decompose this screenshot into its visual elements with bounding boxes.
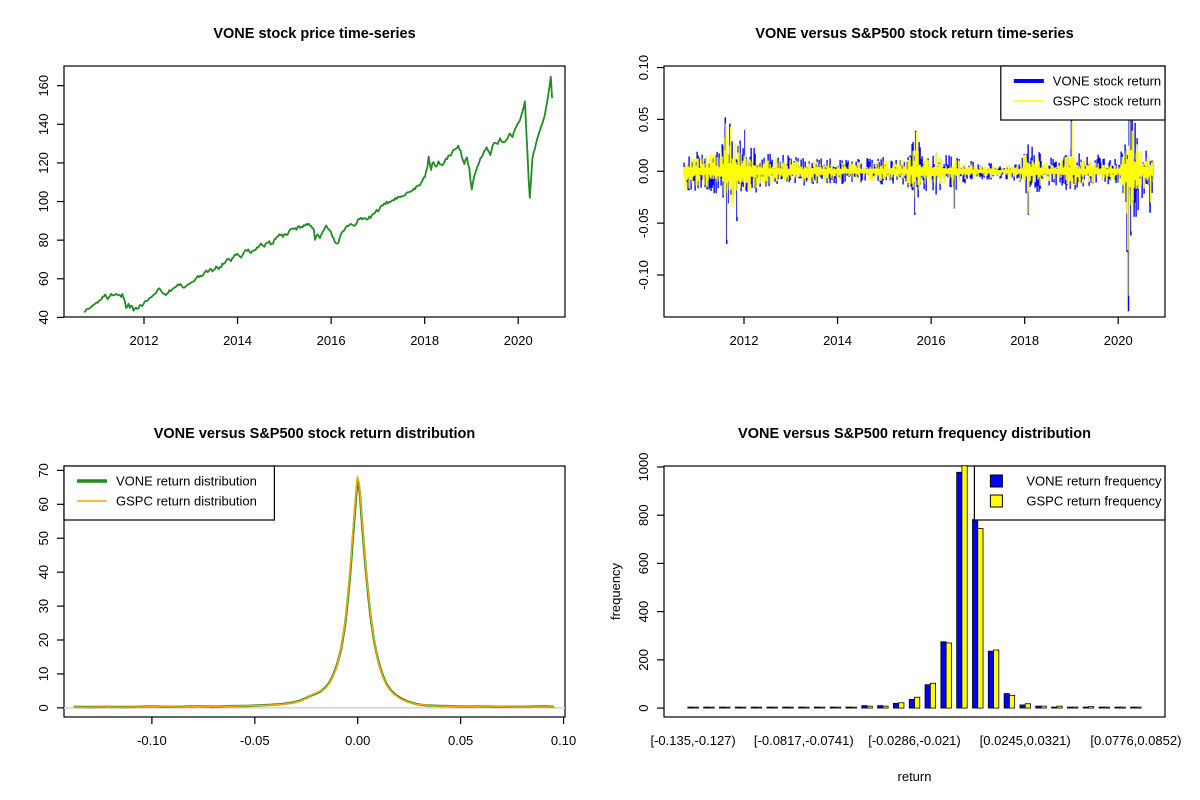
y-tick-label: 100: [36, 191, 51, 213]
chart-title-frequency: VONE versus S&P500 return frequency dist…: [738, 426, 1091, 442]
y-tick-label: 60: [36, 272, 51, 286]
y-tick-label: 160: [36, 75, 51, 97]
series-vone-price: [83, 75, 553, 313]
y-tick-label: 140: [36, 113, 51, 135]
x-tick-label: 2016: [317, 333, 346, 348]
y-tick-label: 40: [36, 310, 51, 324]
chart-title-price: VONE stock price time-series: [213, 26, 416, 42]
x-tick-label: 2020: [504, 333, 533, 348]
x-tick-label: 2014: [223, 333, 252, 348]
y-tick-label: 80: [36, 233, 51, 247]
x-tick-label: 2018: [410, 333, 439, 348]
chart-title-density: VONE versus S&P500 stock return distribu…: [153, 426, 476, 442]
plot-box: [63, 65, 566, 318]
chart-title-returns: VONE versus S&P500 stock return time-ser…: [755, 26, 1074, 42]
x-tick-label: 2012: [130, 333, 159, 348]
y-tick-label: 120: [36, 152, 51, 174]
